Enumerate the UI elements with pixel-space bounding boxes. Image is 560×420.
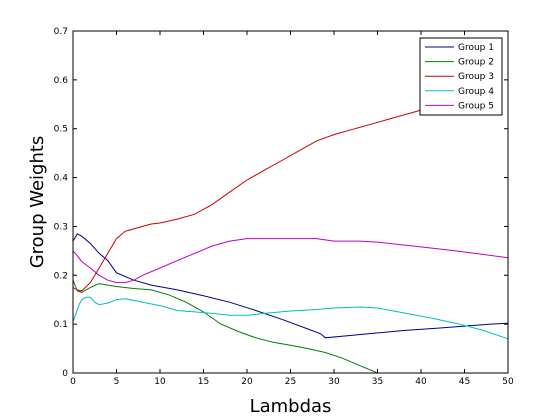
- x-tick-label: 50: [502, 377, 514, 387]
- series-line-group-4: [72, 296, 509, 340]
- series-line-group-2: [72, 280, 508, 374]
- y-tick-label: 0.1: [54, 320, 68, 330]
- x-tick-label: 0: [70, 377, 76, 387]
- x-tick-label: 30: [328, 377, 340, 387]
- ticks-layer: 0 5 10 15 20 25 30 35 40 45 50 0 0.1 0.2 0.3 0.4 0.5 0.6 0…: [54, 27, 514, 387]
- y-tick-label: 0: [62, 369, 68, 379]
- series-layer: [72, 107, 509, 374]
- legend-label-group-2: Group 2: [458, 58, 494, 68]
- x-tick-label: 45: [459, 377, 470, 387]
- legend-label-group-5: Group 5: [458, 101, 494, 111]
- x-tick-label: 15: [198, 377, 209, 387]
- y-tick-label: 0.4: [54, 174, 69, 184]
- y-tick-label: 0.6: [54, 76, 69, 86]
- y-tick-label: 0.2: [54, 271, 68, 281]
- legend-label-group-4: Group 4: [458, 87, 494, 97]
- x-tick-label: 10: [154, 377, 166, 387]
- x-axis-label: Lambdas: [250, 396, 332, 417]
- legend-label-group-1: Group 1: [458, 43, 494, 53]
- y-tick-label: 0.3: [54, 222, 68, 232]
- x-tick-label: 20: [241, 377, 253, 387]
- y-tick-label: 0.7: [54, 27, 68, 37]
- y-axis-label: Group Weights: [27, 136, 48, 269]
- x-tick-label: 5: [114, 377, 120, 387]
- series-line-group-1: [72, 233, 509, 339]
- legend-label-group-3: Group 3: [458, 72, 494, 82]
- series-line-group-5: [72, 238, 509, 284]
- y-tick-label: 0.5: [54, 125, 68, 135]
- series-line-group-3: [72, 107, 430, 292]
- x-tick-label: 35: [372, 377, 383, 387]
- legend: Group 1 Group 2 Group 3 Group 4 Group 5: [419, 37, 503, 116]
- x-tick-label: 25: [285, 377, 296, 387]
- x-tick-label: 40: [415, 377, 427, 387]
